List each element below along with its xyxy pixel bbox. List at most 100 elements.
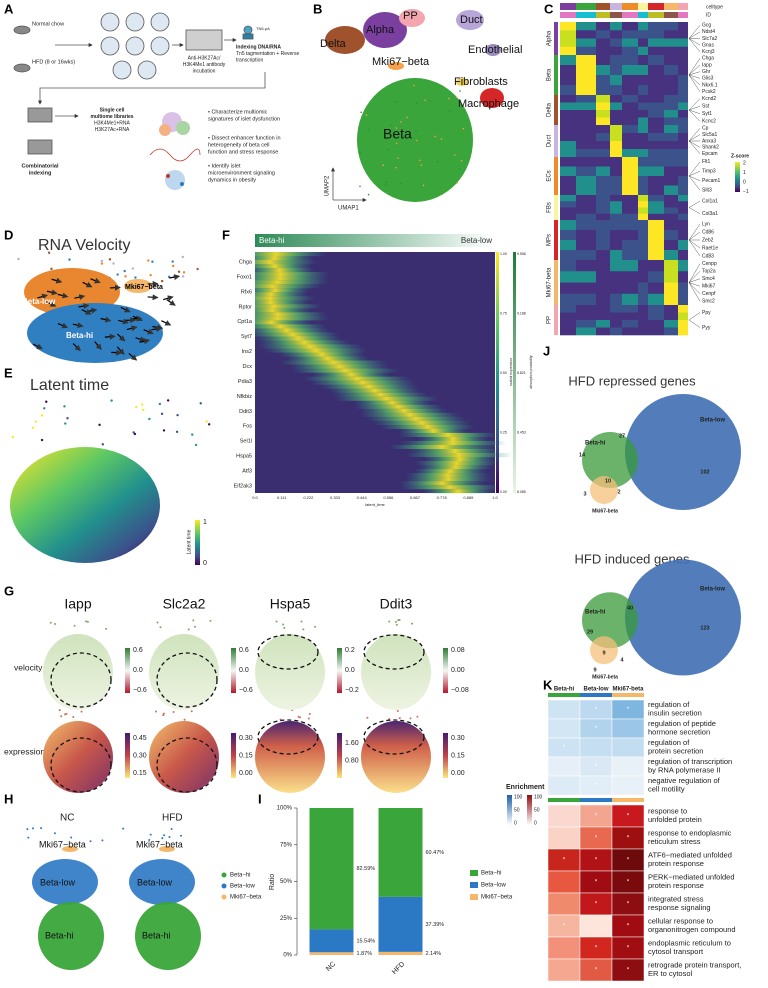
velocity-point: [177, 270, 181, 273]
panel-label: A: [4, 1, 14, 16]
label: Epcam: [702, 151, 718, 157]
heatmap-cell: [648, 141, 664, 150]
label: 0.00: [451, 667, 465, 674]
heatmap-cell: [664, 312, 678, 321]
gene-bracket: [688, 58, 701, 76]
label: 0.50: [500, 371, 507, 375]
label: Shank2: [702, 145, 719, 151]
label: 8.085: [517, 490, 526, 494]
enrichment-cell: [547, 775, 581, 796]
value-label: 2.14%: [426, 951, 442, 957]
heatmap-cell: [610, 102, 622, 111]
umap-point: [49, 621, 52, 624]
velocity-point: [124, 275, 127, 278]
umap-point: [65, 712, 68, 715]
heatmap-cell: [622, 110, 638, 118]
heatmap-cell: [610, 207, 622, 215]
term-label: hormone secretion: [648, 728, 710, 737]
term-label: retrograde protein transport,: [648, 961, 741, 970]
umap-point: [101, 839, 104, 842]
heatmap-cell: [638, 220, 648, 231]
panel-label: E: [4, 365, 13, 380]
umap-point: [89, 840, 92, 843]
latent-point: [66, 417, 69, 420]
label: 0.30: [133, 752, 147, 759]
heatmap-cell: [610, 271, 622, 283]
gene-bracket: [688, 282, 701, 294]
heatmap-cell: [610, 125, 622, 134]
latent-point: [132, 431, 135, 434]
panel-label: G: [4, 583, 14, 598]
umap-point: [406, 116, 408, 119]
region-outline: [50, 737, 112, 793]
label: Smc4: [702, 276, 715, 282]
umap-point: [40, 827, 43, 830]
heatmap-cell: [664, 207, 678, 215]
heatmap-cell: [576, 149, 596, 158]
heatmap-cell: [560, 250, 576, 261]
gene-title: Iapp: [64, 596, 91, 612]
id-bar: [622, 12, 638, 18]
label: 9: [593, 667, 596, 673]
label: • Dissect enhancer function in: [208, 135, 281, 141]
label: Beta-low: [700, 587, 725, 593]
heatmap-cell: [576, 230, 596, 241]
umap-point: [428, 100, 431, 102]
umap-point: [359, 152, 361, 154]
trend-row: [278, 352, 366, 357]
umap-point: [409, 717, 412, 720]
term-label: negative regulation of: [648, 776, 721, 785]
label: dynamics in obesity: [208, 177, 256, 183]
umap-point: [122, 827, 125, 830]
heatmap-cell: [576, 65, 596, 76]
heatmap-cell: [664, 260, 678, 272]
label: scaled expression: [509, 358, 513, 386]
label: 14: [579, 452, 586, 458]
latent-umap: [10, 447, 160, 563]
label: 4: [620, 657, 624, 663]
significance-mark: *: [595, 783, 598, 789]
x-tick-label: NC: [325, 961, 337, 973]
legend-dot: [221, 872, 227, 878]
label: 0.00: [500, 490, 507, 494]
heatmap-cell: [560, 46, 576, 56]
significance-mark: *: [627, 814, 630, 820]
heatmap-cell: [560, 30, 576, 39]
trend-row: [235, 256, 314, 261]
heatmap-cell: [648, 312, 664, 321]
heatmap-cell: [638, 312, 648, 321]
significance-mark: *: [595, 836, 598, 842]
label: 27: [619, 433, 625, 439]
enrichment-cell: [547, 718, 581, 739]
latent-point: [199, 402, 202, 405]
umap-point: [415, 139, 418, 142]
heatmap-cell: [648, 260, 664, 272]
label: Mki67−beta: [39, 839, 86, 849]
heatmap-cell: [648, 305, 664, 313]
significance-mark: *: [595, 707, 598, 713]
label: Slc5a1: [702, 132, 718, 138]
label: Beta-hi: [66, 331, 93, 340]
heatmap-cell: [648, 185, 664, 196]
expression-bar: [443, 733, 448, 778]
heatmap-cell: [678, 207, 688, 215]
label: Syt7: [241, 334, 252, 340]
label: 40: [627, 605, 633, 611]
trend-row: [243, 268, 315, 273]
label: 0.333: [330, 495, 341, 500]
gene-bracket: [688, 140, 701, 154]
label: 1: [203, 519, 207, 526]
heatmap-cell: [664, 230, 678, 241]
panel-label: I: [258, 791, 262, 806]
velocity-point: [100, 262, 104, 265]
label: 0: [743, 180, 746, 186]
significance-mark: *: [595, 880, 598, 886]
heatmap-cell: [610, 213, 622, 221]
celltype-bar: [678, 3, 688, 10]
trend-row: [409, 448, 501, 454]
term-label: regulation of: [648, 700, 690, 709]
label: Beta-hi: [585, 441, 606, 447]
group-strip: [554, 305, 558, 335]
gene-bracket: [688, 128, 701, 142]
heatmap-cell: [648, 250, 664, 261]
